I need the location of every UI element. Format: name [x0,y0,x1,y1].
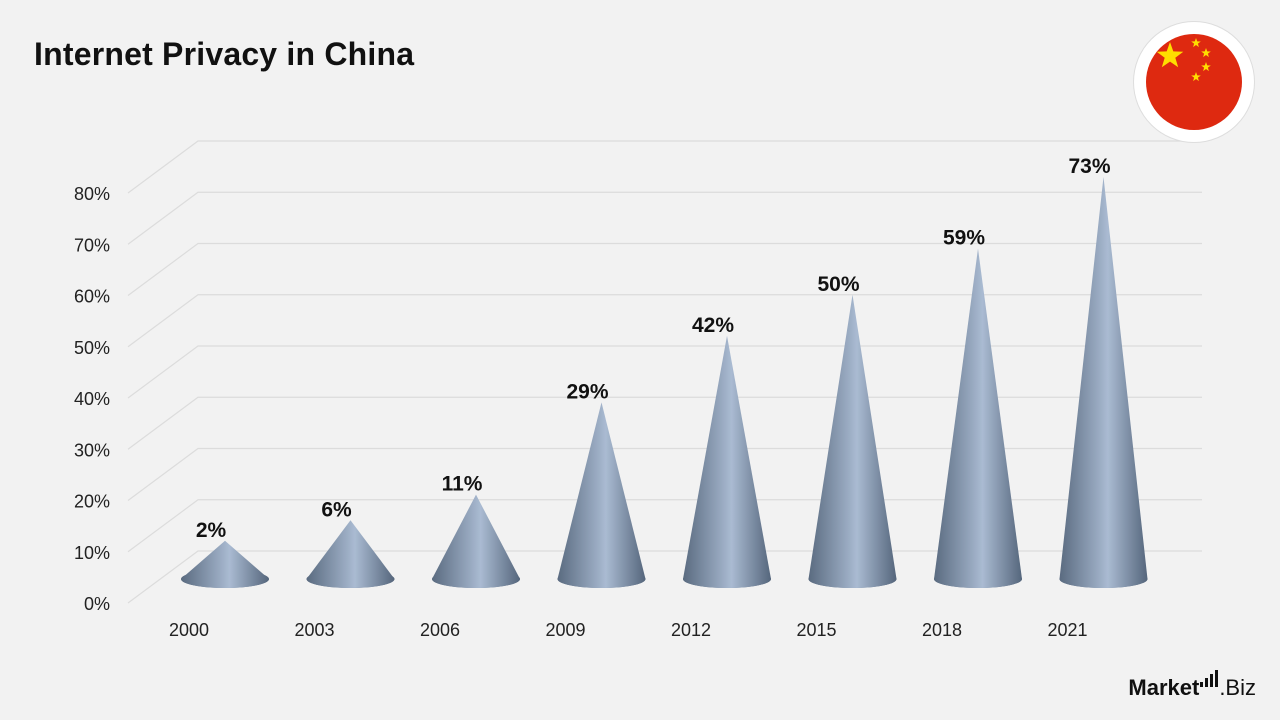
gridline [127,294,1202,348]
grid-layer [127,140,1202,604]
gridline [127,140,1202,194]
brand-name: Market [1128,675,1200,700]
gridline [127,499,1202,553]
x-tick-label: 2015 [796,620,836,640]
cone-bar [306,520,395,588]
gridline [127,396,1202,450]
gridline [127,242,1202,296]
y-tick-label: 0% [84,594,110,614]
gridline [127,447,1202,501]
y-tick-label: 30% [74,440,110,460]
value-label: 29% [566,380,608,403]
chart-title: Internet Privacy in China [34,36,415,72]
y-tick-label: 20% [74,492,110,512]
brand-logo: Market .Biz [1128,670,1256,701]
cone-bar [432,494,520,588]
y-tick-label: 70% [74,235,110,255]
gridline [127,345,1202,399]
brand-bars-icon [1200,670,1219,687]
cone-bar [1059,176,1148,588]
value-label: 59% [943,227,985,250]
cone-bar [557,402,646,588]
value-label: 11% [442,473,483,496]
y-tick-label: 10% [74,543,110,563]
value-label: 42% [692,314,734,337]
brand-suffix: .Biz [1219,675,1256,700]
x-tick-label: 2000 [169,620,209,640]
cone-bar [181,540,269,588]
value-label: 6% [321,498,352,521]
y-tick-label: 50% [74,338,110,358]
value-label: 50% [817,273,859,296]
x-axis-tick-labels: 2000 2003 2006 2009 2012 2015 2018 2021 [169,620,1088,640]
y-tick-label: 80% [74,184,110,204]
x-tick-label: 2003 [294,620,334,640]
value-label: 2% [196,519,227,542]
value-label: 73% [1068,155,1110,178]
cone-bar [934,248,1022,588]
x-tick-label: 2009 [545,620,585,640]
x-tick-label: 2018 [922,620,962,640]
cone-bar [808,294,897,588]
y-tick-label: 40% [74,389,110,409]
gridline [127,550,1202,604]
y-axis-tick-labels: 0% 10% 20% 30% 40% 50% 60% 70% 80% [74,184,110,614]
y-tick-label: 60% [74,287,110,307]
x-tick-label: 2012 [671,620,711,640]
x-tick-label: 2006 [420,620,460,640]
gridline [127,191,1202,245]
x-tick-label: 2021 [1047,620,1087,640]
cones [181,176,1148,588]
value-labels: 2% 6% 11% 29% 42% 50% 59% 73% [196,155,1111,542]
china-flag-icon [1134,22,1254,142]
cone-bar [683,335,771,588]
